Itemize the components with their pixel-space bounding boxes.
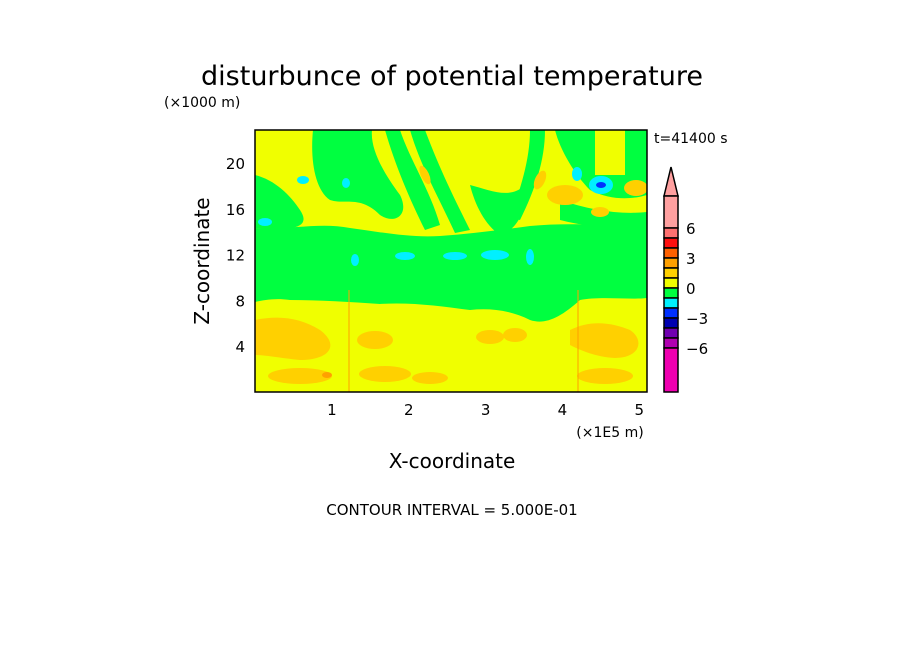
y-unit-label: (×1000 m): [164, 95, 240, 111]
contour-region: [526, 249, 534, 265]
y-tick-label: 16: [226, 201, 245, 219]
colorbar-tick-label: −6: [686, 340, 708, 358]
colorbar-swatch: [663, 277, 679, 289]
contour-region: [547, 185, 583, 205]
contour-region: [255, 224, 647, 322]
contour-region: [359, 366, 411, 382]
contour-region: [312, 130, 404, 219]
contour-region: [533, 170, 547, 190]
chart-title: disturbunce of potential temperature: [201, 61, 703, 92]
y-tick-label: 8: [235, 292, 245, 310]
plot-frame: [254, 129, 648, 393]
colorbar: 6 3 0 −3 −6: [663, 166, 708, 393]
x-axis-label: X-coordinate: [389, 449, 516, 473]
contour-field: [255, 130, 647, 392]
contour-region: [510, 130, 545, 220]
contour-region: [572, 167, 582, 181]
colorbar-tick-label: 3: [686, 250, 696, 268]
colorbar-swatch: [663, 247, 679, 259]
colorbar-tick-label: 0: [686, 280, 696, 298]
contour-region: [322, 372, 332, 378]
y-tick-label: 4: [235, 338, 245, 356]
colorbar-swatch: [663, 307, 679, 319]
contour-region: [351, 254, 359, 266]
contour-region: [297, 176, 309, 184]
colorbar-tick-label: 6: [686, 220, 696, 238]
contour-region: [503, 328, 527, 342]
colorbar-swatch: [663, 297, 679, 309]
contour-region: [481, 250, 509, 260]
contour-region: [624, 180, 647, 196]
contour-region: [470, 185, 527, 235]
contour-region: [419, 165, 431, 185]
contour-region: [476, 330, 504, 344]
colorbar-extend-arrow: [663, 166, 679, 197]
contour-region: [410, 130, 470, 233]
contour-region: [268, 368, 332, 384]
colorbar-swatch: [663, 337, 679, 349]
y-tick-label: 20: [226, 155, 245, 173]
x-tick-label: 2: [404, 401, 414, 419]
colorbar-swatch: [663, 287, 679, 299]
colorbar-swatch: [663, 257, 679, 269]
x-tick-label: 4: [558, 401, 568, 419]
contour-region: [395, 252, 415, 260]
colorbar-swatch: [663, 227, 679, 239]
contour-region: [412, 372, 448, 384]
contour-region: [570, 323, 639, 358]
time-label: t=41400 s: [654, 131, 728, 147]
x-unit-label: (×1E5 m): [576, 425, 643, 441]
contour-region: [342, 178, 350, 188]
x-ticks: 1 2 3 4 5: [327, 401, 644, 419]
y-tick-label: 12: [226, 247, 245, 265]
colorbar-swatch: [663, 195, 679, 229]
colorbar-tick-label: −3: [686, 310, 708, 328]
colorbar-swatch: [663, 317, 679, 329]
contour-region: [596, 182, 606, 188]
contour-region: [357, 331, 393, 349]
y-ticks: 4 8 12 16 20: [226, 155, 245, 356]
contour-region: [385, 130, 440, 230]
x-tick-label: 5: [635, 401, 645, 419]
contour-region: [591, 207, 609, 217]
contour-region: [255, 317, 331, 360]
colorbar-swatch: [663, 267, 679, 279]
contour-region: [555, 130, 647, 199]
colorbar-swatch: [663, 237, 679, 249]
contour-interval-note: CONTOUR INTERVAL = 5.000E-01: [326, 501, 577, 519]
y-axis-label: Z-coordinate: [190, 197, 214, 324]
x-tick-label: 3: [481, 401, 491, 419]
colorbar-swatch: [663, 347, 679, 393]
colorbar-swatch: [663, 327, 679, 339]
contour-region: [443, 252, 467, 260]
x-tick-label: 1: [327, 401, 337, 419]
contour-region: [577, 368, 633, 384]
contour-region: [255, 175, 304, 230]
contour-region: [258, 218, 272, 226]
